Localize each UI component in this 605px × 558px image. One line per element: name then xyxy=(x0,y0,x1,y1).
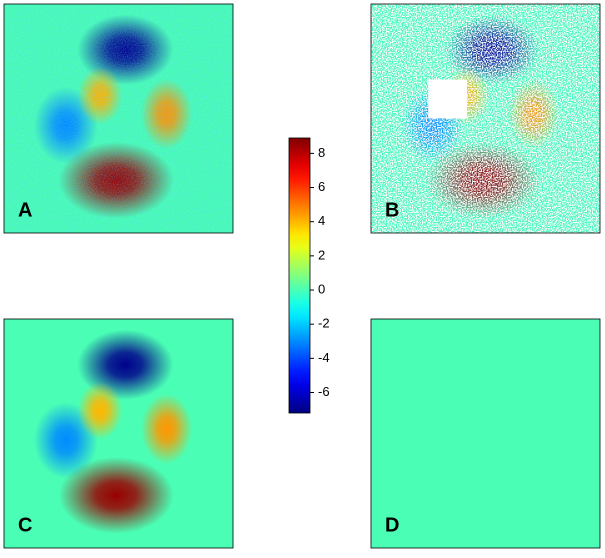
panel-label: B xyxy=(385,199,399,221)
colorbar-tick-label: 4 xyxy=(318,213,325,228)
panel-image xyxy=(371,4,600,233)
source-blob xyxy=(140,393,193,465)
panel-frame xyxy=(370,3,601,234)
colorbar xyxy=(288,137,311,414)
panel: B xyxy=(370,3,601,234)
panel-label: D xyxy=(385,514,399,536)
colorbar-tick-label: 8 xyxy=(318,145,325,160)
colorbar-tick-label: -4 xyxy=(318,350,330,365)
noise xyxy=(4,4,233,233)
colorbar-tick-label: 2 xyxy=(318,247,325,262)
panel-frame xyxy=(3,318,234,549)
colorbar-tick-label: -6 xyxy=(318,384,330,399)
colorbar-tick-label: 6 xyxy=(318,179,325,194)
panel: D xyxy=(370,318,601,549)
panel-background xyxy=(371,319,600,548)
source-blob xyxy=(58,456,174,534)
panel-image xyxy=(371,319,600,548)
masked-region xyxy=(428,79,468,119)
source-blob xyxy=(77,381,123,440)
missing-pixels xyxy=(371,4,600,233)
panel-label: C xyxy=(18,514,32,536)
panel-image xyxy=(4,319,233,548)
colorbar-tick-label: -2 xyxy=(318,316,330,331)
panel-image xyxy=(4,4,233,233)
panel-frame xyxy=(3,3,234,234)
panel-frame xyxy=(370,318,601,549)
panel-label: A xyxy=(18,199,32,221)
panel: C xyxy=(3,318,234,549)
panel: A xyxy=(3,3,234,234)
colorbar-tick-label: 0 xyxy=(318,281,325,296)
